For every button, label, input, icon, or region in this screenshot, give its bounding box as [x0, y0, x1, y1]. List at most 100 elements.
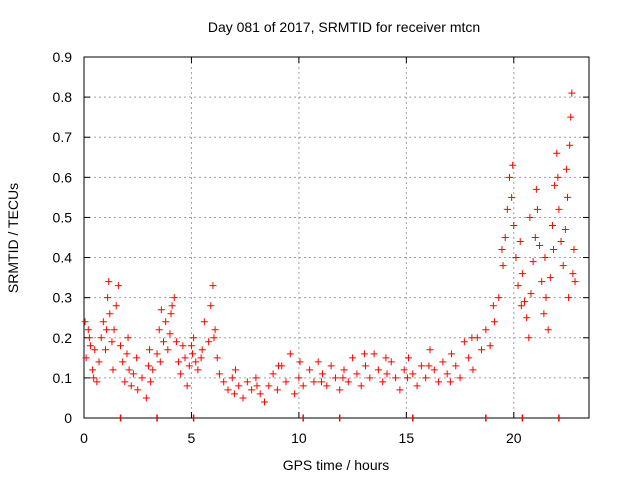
data-point: [149, 366, 157, 374]
data-point: [138, 374, 146, 382]
y-axis-title: SRMTID / TECUs: [5, 183, 21, 293]
data-point: [555, 205, 563, 213]
data-point: [554, 173, 562, 181]
data-point: [314, 358, 322, 366]
data-point: [205, 338, 213, 346]
data-point: [310, 378, 318, 386]
data-point: [168, 302, 176, 310]
y-tick-label: 0.8: [53, 89, 73, 105]
data-point: [282, 378, 290, 386]
data-point: [239, 394, 247, 402]
data-point: [383, 370, 391, 378]
data-point: [103, 326, 111, 334]
rug-marks: [119, 414, 560, 422]
data-point: [541, 254, 549, 262]
x-tick-label: 0: [80, 430, 88, 446]
data-point: [357, 382, 365, 390]
data-point: [117, 342, 125, 350]
data-point: [82, 354, 90, 362]
data-point: [468, 334, 476, 342]
data-point: [546, 274, 554, 282]
data-point: [183, 382, 191, 390]
data-point: [400, 366, 408, 374]
data-point: [562, 165, 570, 173]
data-point: [261, 398, 269, 406]
data-point: [469, 366, 477, 374]
data-point: [508, 193, 516, 201]
data-point: [567, 113, 575, 121]
data-point: [478, 346, 486, 354]
data-point: [452, 362, 460, 370]
data-point: [224, 386, 232, 394]
data-point: [121, 378, 129, 386]
data-point: [387, 358, 395, 366]
data-point: [327, 362, 335, 370]
data-point: [123, 350, 131, 358]
data-point: [181, 354, 189, 362]
data-point: [81, 318, 89, 326]
data-point: [360, 350, 368, 358]
y-tick-label: 0.9: [53, 49, 73, 65]
data-point: [409, 370, 417, 378]
data-point: [177, 370, 185, 378]
data-point: [533, 205, 541, 213]
data-point: [349, 354, 357, 362]
data-point: [108, 338, 116, 346]
data-point: [170, 294, 178, 302]
data-point: [486, 342, 494, 350]
data-point: [529, 258, 537, 266]
data-point: [89, 366, 97, 374]
data-point: [569, 270, 577, 278]
data-point: [112, 302, 120, 310]
data-point: [439, 358, 447, 366]
data-point: [317, 378, 325, 386]
data-point: [215, 370, 223, 378]
data-point: [553, 149, 561, 157]
y-tick-label: 0.6: [53, 169, 73, 185]
data-point: [269, 370, 277, 378]
data-point: [106, 310, 114, 318]
x-tick-label: 15: [399, 430, 415, 446]
data-point: [403, 374, 411, 382]
data-point: [157, 306, 165, 314]
data-point: [503, 205, 511, 213]
data-point: [566, 141, 574, 149]
data-point: [253, 382, 261, 390]
data-point: [557, 238, 565, 246]
x-tick-label: 10: [291, 430, 307, 446]
data-point: [286, 350, 294, 358]
data-point: [129, 370, 137, 378]
data-point: [531, 234, 539, 241]
data-point: [210, 334, 218, 342]
data-point: [370, 350, 378, 358]
data-point: [430, 366, 438, 374]
data-point: [273, 386, 281, 394]
y-tick-label: 0.5: [53, 209, 73, 225]
data-point: [392, 374, 400, 382]
data-point: [124, 334, 132, 342]
data-point: [172, 338, 180, 346]
data-point: [559, 262, 567, 270]
data-point: [164, 346, 172, 354]
data-point: [538, 278, 546, 286]
data-point: [125, 366, 133, 374]
data-point: [306, 366, 314, 374]
data-point: [561, 225, 569, 233]
data-point: [526, 213, 534, 221]
data-point: [185, 362, 193, 370]
x-axis-title: GPS time / hours: [283, 457, 390, 473]
data-point: [99, 318, 107, 326]
data-point: [499, 262, 507, 270]
data-point: [228, 374, 236, 382]
data-point: [413, 382, 421, 390]
data-point: [340, 366, 348, 374]
data-point: [379, 378, 387, 386]
data-point: [525, 334, 533, 342]
data-point: [162, 318, 170, 326]
data-point: [417, 362, 425, 370]
data-point: [422, 374, 430, 382]
data-point: [189, 350, 197, 358]
y-tick-label: 0.1: [53, 370, 73, 386]
data-point: [153, 350, 161, 358]
data-point: [175, 358, 183, 366]
